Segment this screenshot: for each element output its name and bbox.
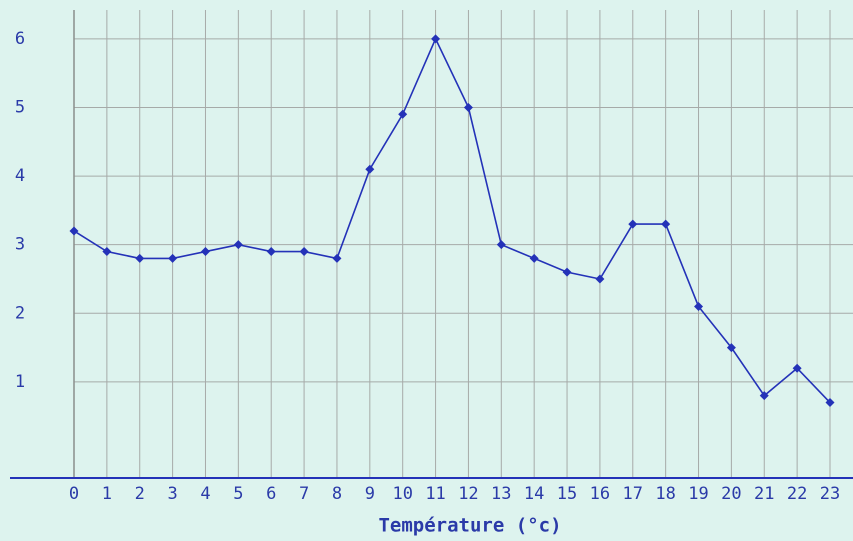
x-tick-label: 22 bbox=[787, 484, 807, 504]
y-tick-label: 3 bbox=[15, 235, 25, 255]
x-tick-label: 7 bbox=[299, 484, 309, 504]
marker bbox=[759, 391, 769, 401]
x-tick-label: 13 bbox=[491, 484, 511, 504]
x-tick-label: 9 bbox=[365, 484, 375, 504]
x-tick-label: 23 bbox=[820, 484, 840, 504]
x-tick-label: 4 bbox=[200, 484, 210, 504]
marker bbox=[431, 34, 441, 44]
marker bbox=[398, 109, 408, 119]
marker bbox=[726, 343, 736, 353]
x-tick-label: 0 bbox=[69, 484, 79, 504]
marker bbox=[233, 240, 243, 250]
marker bbox=[332, 253, 342, 263]
marker bbox=[168, 253, 178, 263]
x-tick-label: 1 bbox=[102, 484, 112, 504]
marker bbox=[266, 247, 276, 257]
x-tick-label: 6 bbox=[266, 484, 276, 504]
x-tick-label: 12 bbox=[458, 484, 478, 504]
x-tick-label: 20 bbox=[721, 484, 741, 504]
marker bbox=[694, 301, 704, 311]
marker bbox=[496, 240, 506, 250]
marker bbox=[365, 164, 375, 174]
x-tick-label: 16 bbox=[590, 484, 610, 504]
x-tick-label: 19 bbox=[688, 484, 708, 504]
marker bbox=[825, 398, 835, 408]
marker bbox=[628, 219, 638, 229]
marker bbox=[135, 253, 145, 263]
x-axis-label: Température (°c) bbox=[378, 515, 561, 537]
line bbox=[73, 36, 831, 404]
marker bbox=[200, 247, 210, 257]
marker bbox=[792, 363, 802, 373]
y-tick-label: 4 bbox=[15, 166, 25, 186]
marker bbox=[562, 267, 572, 277]
y-tick-label: 5 bbox=[15, 97, 25, 117]
marker bbox=[463, 102, 473, 112]
marker bbox=[69, 226, 79, 236]
y-tick-label: 6 bbox=[15, 29, 25, 49]
x-tick-label: 14 bbox=[524, 484, 544, 504]
marker bbox=[529, 253, 539, 263]
x-tick-label: 8 bbox=[332, 484, 342, 504]
x-tick-label: 15 bbox=[557, 484, 577, 504]
x-tick-label: 17 bbox=[623, 484, 643, 504]
x-tick-label: 10 bbox=[392, 484, 412, 504]
x-tick-label: 3 bbox=[167, 484, 177, 504]
x-tick-label: 5 bbox=[233, 484, 243, 504]
x-tick-label: 21 bbox=[754, 484, 774, 504]
x-tick-label: 2 bbox=[135, 484, 145, 504]
x-tick-label: 11 bbox=[425, 484, 445, 504]
y-tick-label: 1 bbox=[15, 372, 25, 392]
y-tick-label: 2 bbox=[15, 303, 25, 323]
marker bbox=[299, 247, 309, 257]
marker bbox=[595, 274, 605, 284]
marker bbox=[661, 219, 671, 229]
marker bbox=[102, 247, 112, 257]
x-tick-label: 18 bbox=[655, 484, 675, 504]
